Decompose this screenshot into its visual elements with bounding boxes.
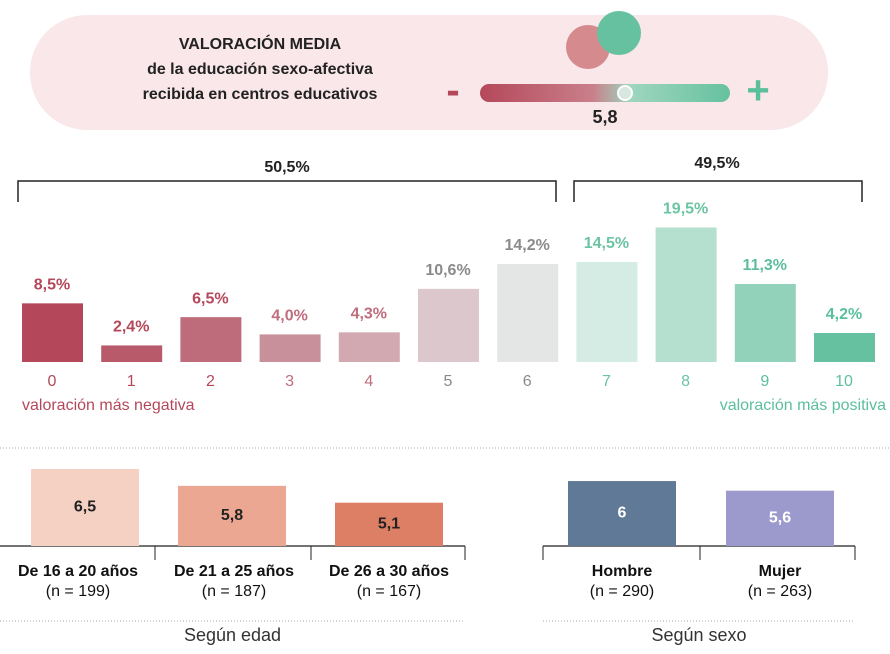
- value-label: 4,3%: [351, 306, 387, 323]
- bar: [814, 333, 875, 362]
- x-tick-label: 0: [48, 373, 57, 390]
- value-label: 10,6%: [425, 262, 470, 279]
- value-label: 5,8: [221, 507, 243, 524]
- bar: [180, 317, 242, 362]
- value-label: 5,6: [769, 510, 791, 527]
- bar: [576, 261, 638, 362]
- value-label: 4,2%: [826, 306, 862, 323]
- chart-title: Según sexo: [651, 625, 746, 645]
- bracket-label: 49,5%: [694, 155, 739, 172]
- category-label: De 26 a 30 años: [329, 563, 449, 580]
- bar: [568, 481, 676, 546]
- scale-marker: [617, 85, 633, 101]
- annotation: valoración más positiva: [720, 397, 886, 414]
- bracket-label: 50,5%: [264, 159, 309, 176]
- bar: [22, 303, 83, 362]
- bar: [418, 288, 479, 362]
- value-label: 2,4%: [113, 319, 149, 336]
- sample-label: (n = 199): [46, 583, 110, 600]
- x-tick-label: 3: [285, 373, 294, 390]
- x-tick-label: 10: [835, 373, 853, 390]
- annotation: valoración más negativa: [22, 397, 195, 414]
- sample-label: (n = 187): [202, 583, 266, 600]
- bar: [734, 284, 796, 362]
- x-tick-label: 6: [523, 373, 532, 390]
- sample-label: (n = 263): [748, 583, 812, 600]
- value-label: 11,3%: [743, 257, 787, 274]
- value-label: 5,1: [378, 516, 400, 533]
- x-tick-label: 7: [602, 373, 611, 390]
- scale-min: -: [446, 69, 459, 113]
- category-label: Mujer: [759, 563, 802, 580]
- value-label: 14,2%: [505, 237, 550, 254]
- x-tick-label: 2: [206, 373, 215, 390]
- scale-bar: [480, 84, 730, 102]
- bar: [335, 502, 443, 546]
- x-tick-label: 9: [760, 373, 769, 390]
- bar: [338, 332, 400, 362]
- header-title: recibida en centros educativos: [143, 86, 378, 103]
- x-tick-label: 4: [364, 373, 373, 390]
- chart-title: Según edad: [184, 625, 281, 645]
- bracket: [573, 180, 863, 202]
- happy-face: [597, 11, 641, 55]
- value-label: 6,5%: [192, 290, 228, 307]
- bracket: [17, 180, 557, 202]
- value-label: 8,5%: [34, 277, 70, 294]
- bar: [101, 345, 163, 362]
- bar: [31, 469, 139, 546]
- x-tick-label: 8: [681, 373, 690, 390]
- value-label: 14,5%: [584, 235, 629, 252]
- header-title: VALORACIÓN MEDIA: [179, 34, 342, 53]
- value-label: 19,5%: [663, 201, 708, 218]
- x-tick-label: 1: [127, 373, 136, 390]
- scale-max: +: [746, 69, 769, 113]
- value-label: 4,0%: [271, 308, 307, 325]
- bar: [259, 334, 321, 362]
- category-label: Hombre: [592, 563, 653, 580]
- x-tick-label: 5: [444, 373, 453, 390]
- bar: [497, 264, 559, 362]
- category-label: De 21 a 25 años: [174, 563, 294, 580]
- bar: [178, 485, 286, 546]
- bar: [655, 227, 717, 362]
- sample-label: (n = 290): [590, 583, 654, 600]
- sample-label: (n = 167): [357, 583, 421, 600]
- value-label: 6: [618, 505, 627, 522]
- header-title: de la educación sexo-afectiva: [147, 61, 373, 78]
- category-label: De 16 a 20 años: [18, 563, 138, 580]
- value-label: 6,5: [74, 499, 96, 516]
- bar: [726, 490, 834, 546]
- scale-value: 5,8: [592, 107, 617, 127]
